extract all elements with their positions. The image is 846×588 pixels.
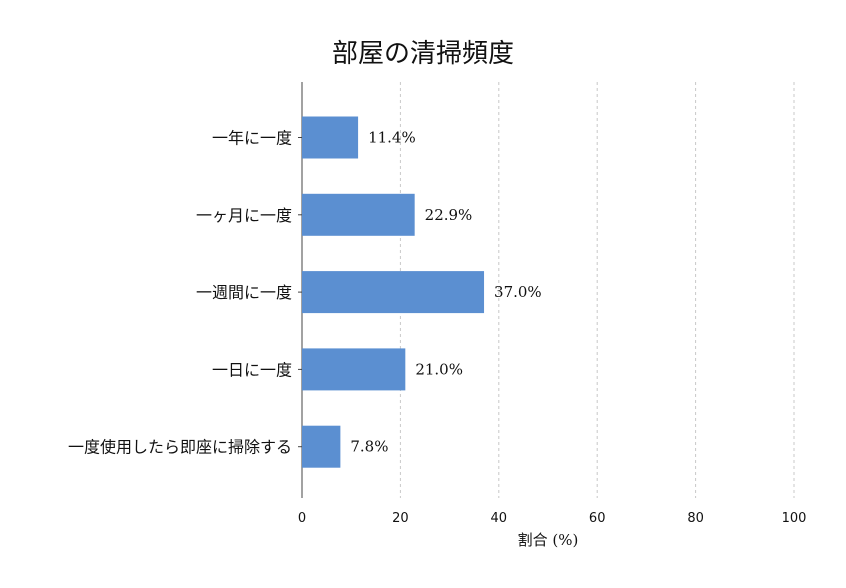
category-label: 一度使用したら即座に掃除する	[68, 438, 292, 457]
category-label: 一日に一度	[212, 360, 292, 379]
bar	[302, 116, 359, 159]
x-axis-label: 割合 (%)	[518, 531, 579, 549]
bar	[302, 425, 341, 468]
value-label: 37.0%	[494, 283, 542, 301]
value-label: 7.8%	[350, 438, 388, 456]
x-tick-labels: 0 20 40 60 80 100	[298, 511, 807, 526]
chart-title: 部屋の清掃頻度	[332, 39, 514, 69]
x-tick-label: 100	[782, 511, 807, 526]
bar	[302, 348, 406, 391]
bars	[302, 116, 485, 468]
bar	[302, 271, 485, 314]
value-label: 11.4%	[368, 129, 416, 147]
x-tick-label: 20	[392, 511, 409, 526]
x-tick-label: 60	[589, 511, 606, 526]
value-label: 21.0%	[415, 360, 463, 378]
value-labels: 11.4% 22.9% 37.0% 21.0% 7.8%	[350, 129, 541, 456]
value-label: 22.9%	[425, 206, 473, 224]
x-tick-label: 80	[687, 511, 704, 526]
x-tick-label: 0	[298, 511, 306, 526]
bar	[302, 193, 415, 236]
x-tick-label: 40	[491, 511, 508, 526]
category-label: 一年に一度	[212, 129, 292, 148]
category-label: 一ヶ月に一度	[196, 206, 292, 225]
category-label: 一週間に一度	[196, 283, 292, 302]
